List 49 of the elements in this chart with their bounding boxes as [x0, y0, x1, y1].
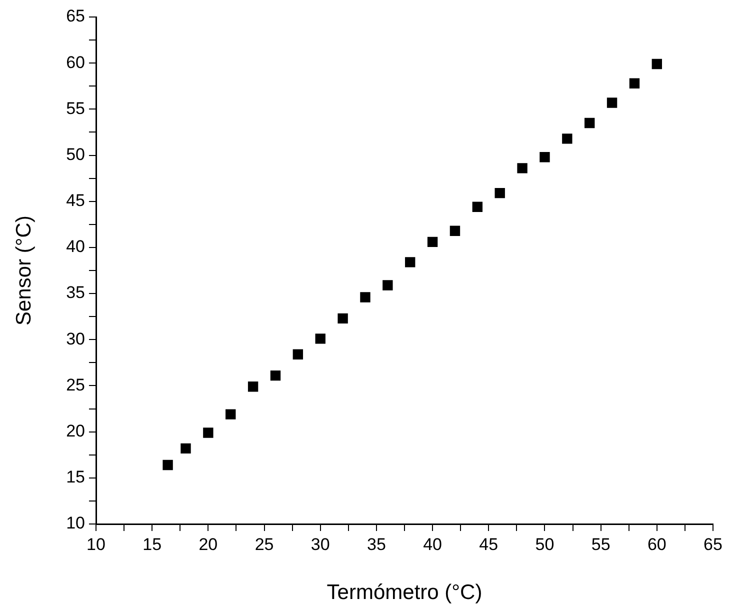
- y-tick-label: 15: [66, 468, 85, 487]
- y-tick-label: 60: [66, 52, 85, 72]
- point: [226, 409, 236, 420]
- point: [180, 443, 191, 454]
- y-tick-label: 30: [66, 329, 85, 348]
- point: [652, 58, 662, 70]
- y-axis-title: Sensor (°C): [12, 216, 36, 326]
- point: [494, 188, 505, 198]
- x-tick-label: 15: [142, 534, 162, 554]
- x-tick-label: 25: [254, 534, 274, 554]
- x-tick-label: 35: [366, 534, 386, 554]
- x-tick-label: 65: [704, 534, 722, 554]
- point: [606, 98, 618, 108]
- y-tick-label: 40: [66, 237, 85, 256]
- point: [382, 280, 393, 290]
- point: [270, 370, 281, 381]
- point: [248, 382, 258, 392]
- x-tick-label: 40: [423, 534, 442, 554]
- y-tick-label: 50: [66, 144, 85, 164]
- x-tick-label: 50: [535, 534, 554, 554]
- x-tick-label: 60: [647, 534, 666, 554]
- x-axis-title: Termómetro (°C): [326, 581, 482, 604]
- y-tick-label: 20: [66, 422, 85, 441]
- point: [584, 118, 595, 128]
- x-tick-label: 55: [591, 534, 610, 554]
- point: [562, 134, 572, 144]
- x-tick-label: 10: [86, 534, 106, 554]
- point: [315, 334, 326, 344]
- point: [338, 313, 348, 324]
- point: [162, 460, 173, 470]
- x-tick-label: 45: [479, 534, 498, 554]
- point: [450, 226, 460, 236]
- point: [203, 428, 214, 438]
- y-tick-label: 35: [66, 283, 85, 302]
- y-tick-label: 55: [66, 98, 85, 118]
- point: [292, 349, 304, 360]
- y-tick-label: 65: [66, 6, 85, 26]
- point: [360, 292, 370, 302]
- point: [540, 152, 550, 162]
- point: [405, 257, 416, 268]
- point: [629, 78, 640, 88]
- point: [517, 163, 528, 174]
- y-tick-label: 25: [66, 375, 85, 394]
- y-tick-label: 45: [66, 191, 85, 210]
- y-tick-label: 10: [66, 514, 85, 533]
- x-tick-label: 30: [310, 534, 330, 554]
- x-tick-label: 20: [198, 534, 218, 554]
- point: [472, 202, 483, 212]
- point: [427, 236, 438, 248]
